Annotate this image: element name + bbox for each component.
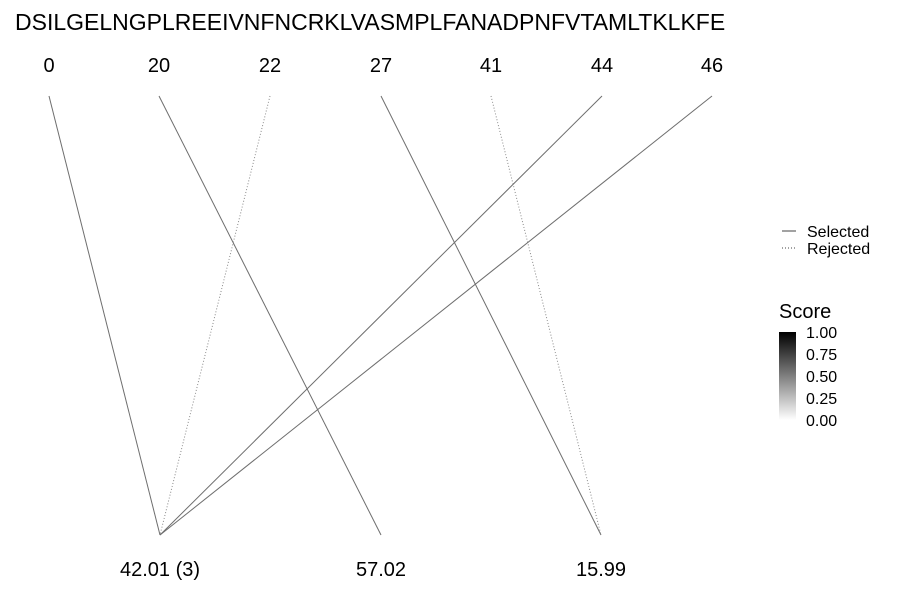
linetype-legend: Selected Rejected [782,224,870,258]
score-tick-label: 0.00 [806,413,837,430]
selected-link-line [48,95,161,536]
rejected-link-line [490,95,602,536]
score-tick-label: 0.75 [806,347,837,364]
position-label: 0 [43,55,54,77]
position-labels: 0 20 22 27 41 44 46 [43,55,723,77]
position-label: 20 [148,55,170,77]
selected-link-line [159,95,603,536]
mass-label: 57.02 [356,559,406,581]
position-label: 44 [591,55,613,77]
position-label: 27 [370,55,392,77]
rejected-link-line [159,95,271,536]
score-colorbar [779,332,796,420]
score-legend: Score 1.00 0.75 0.50 0.25 0.00 [779,301,837,430]
selected-link-line [159,95,713,536]
score-tick-label: 0.25 [806,391,837,408]
mass-labels: 42.01 (3) 57.02 15.99 [120,559,626,581]
link-lines [48,95,713,536]
score-tick-label: 0.50 [806,369,837,386]
mass-label: 15.99 [576,559,626,581]
position-label: 22 [259,55,281,77]
selected-link-line [380,95,602,536]
mass-label: 42.01 (3) [120,559,200,581]
legend-selected-label: Selected [807,224,869,241]
selected-link-line [158,95,382,536]
position-label: 41 [480,55,502,77]
score-legend-title: Score [779,301,831,323]
sequence-title: DSILGELNGPLREEIVNFNCRKLVASMPLFANADPNFVTA… [15,9,725,35]
position-label: 46 [701,55,723,77]
legend-rejected-label: Rejected [807,241,870,258]
score-tick-label: 1.00 [806,325,837,342]
score-tick-labels: 1.00 0.75 0.50 0.25 0.00 [806,325,837,430]
